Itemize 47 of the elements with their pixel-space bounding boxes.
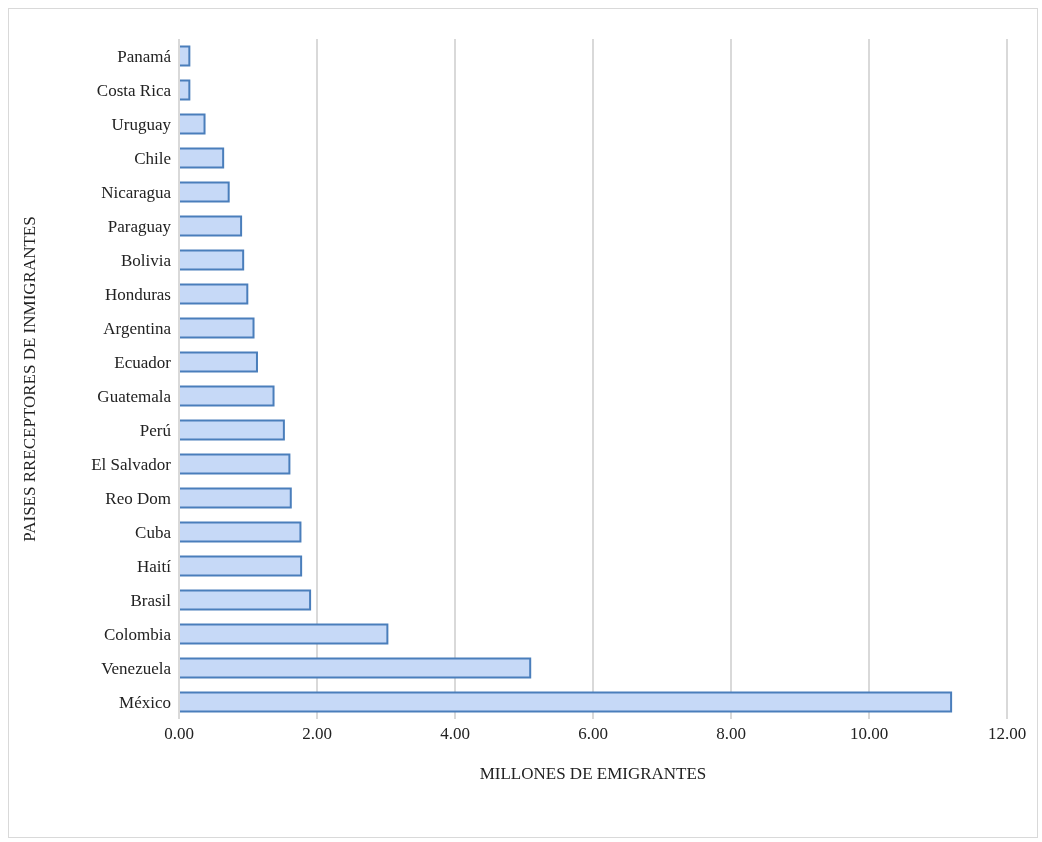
bar xyxy=(179,181,230,203)
bar xyxy=(179,249,245,271)
x-tick-label: 4.00 xyxy=(440,724,470,744)
x-tick-label: 6.00 xyxy=(578,724,608,744)
bar xyxy=(179,317,255,339)
bar xyxy=(179,113,206,135)
y-tick-label: Argentina xyxy=(103,319,172,339)
y-tick-label: Colombia xyxy=(103,625,172,645)
y-tick-label: Nicaragua xyxy=(101,183,172,203)
y-tick-label: Paraguay xyxy=(107,217,172,237)
y-axis-title: PAISES RRECEPTORES DE INMIGRANTES xyxy=(20,216,40,542)
y-tick-label: Venezuela xyxy=(101,659,172,679)
y-tick-label: El Salvador xyxy=(91,455,172,475)
y-tick-label: Uruguay xyxy=(111,115,172,135)
bar xyxy=(179,215,243,237)
bar xyxy=(179,623,389,645)
x-tick-label: 2.00 xyxy=(302,724,332,744)
bar xyxy=(179,691,953,713)
bar xyxy=(179,555,303,577)
x-tick-label: 10.00 xyxy=(849,724,889,744)
y-tick-label: Costa Rica xyxy=(96,81,172,101)
bar xyxy=(179,283,249,305)
y-tick-label: Perú xyxy=(139,421,172,441)
y-tick-label: Cuba xyxy=(135,523,172,543)
bar xyxy=(179,419,285,441)
y-tick-label: Ecuador xyxy=(114,353,172,373)
bar xyxy=(179,453,291,475)
y-tick-label: Bolivia xyxy=(120,251,172,271)
y-tick-label: Guatemala xyxy=(97,387,172,407)
x-tick-label: 8.00 xyxy=(716,724,746,744)
x-axis-title: MILLONES DE EMIGRANTES xyxy=(479,764,707,783)
y-tick-label: Panamá xyxy=(117,47,172,67)
bar xyxy=(179,657,532,679)
x-tick-label: 0.00 xyxy=(164,724,194,744)
y-tick-label: Reo Dom xyxy=(105,489,171,509)
x-tick-label: 12.00 xyxy=(987,724,1027,744)
y-tick-label: Chile xyxy=(134,149,171,169)
y-tick-label: México xyxy=(119,693,171,713)
y-tick-label: Haití xyxy=(137,557,172,577)
bar xyxy=(179,385,275,407)
bar xyxy=(179,351,258,373)
bar xyxy=(179,147,225,169)
bar xyxy=(179,487,292,509)
y-tick-label: Honduras xyxy=(104,285,171,305)
y-tick-label: Brasil xyxy=(130,591,172,611)
bar xyxy=(179,589,312,611)
bar xyxy=(179,521,302,543)
